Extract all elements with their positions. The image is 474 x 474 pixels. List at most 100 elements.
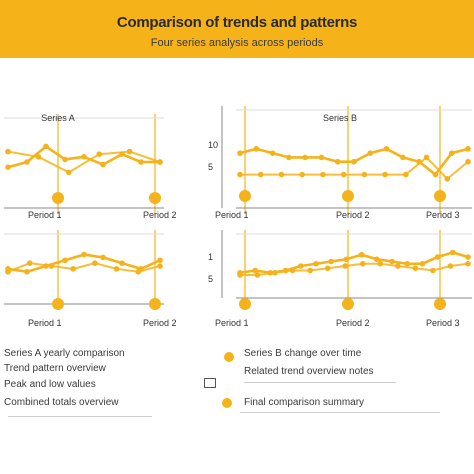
page-subtitle: Four series analysis across periods (150, 37, 324, 49)
period-marker (239, 298, 251, 310)
data-point (465, 254, 471, 260)
legend-square-icon (204, 378, 216, 388)
x-start-label: Period 1 (28, 318, 62, 328)
data-point (302, 154, 308, 161)
data-point (351, 158, 357, 165)
data-point (81, 251, 87, 258)
data-point (157, 263, 163, 269)
data-point (126, 148, 133, 155)
data-point (113, 266, 120, 272)
y-tick-label: 1 (208, 252, 213, 262)
data-point (465, 146, 471, 152)
data-point (252, 267, 258, 274)
data-point (465, 260, 471, 267)
series-line-2 (240, 262, 469, 276)
data-point (66, 169, 72, 176)
data-point (361, 171, 368, 178)
x-end2-label: Period 3 (426, 210, 460, 220)
legend-right-divider (244, 382, 396, 383)
data-point (374, 256, 380, 263)
data-point (253, 146, 260, 152)
data-point (100, 161, 106, 168)
data-point (135, 268, 142, 275)
data-point (26, 260, 33, 266)
data-point (299, 171, 305, 178)
data-point (382, 171, 388, 178)
data-point (35, 154, 42, 160)
data-point (5, 148, 11, 155)
period-marker (434, 190, 446, 202)
x-start-label: Period 1 (215, 210, 249, 220)
period-marker (52, 192, 64, 204)
period-marker (239, 190, 251, 202)
data-point (450, 249, 456, 256)
data-point (100, 254, 106, 261)
data-point (359, 260, 366, 267)
data-point (377, 260, 384, 267)
legend-left-row-2: Trend pattern overview (4, 363, 106, 374)
period-marker (149, 298, 161, 310)
series-line-2 (240, 156, 469, 180)
data-point (269, 150, 276, 156)
data-point (254, 272, 261, 278)
legend-left-row-3: Peak and low values (4, 379, 96, 390)
legend-left-row-4: Combined totals overview (4, 397, 119, 408)
data-point (383, 146, 390, 152)
data-point (448, 150, 455, 156)
data-point (328, 258, 334, 265)
data-point (237, 171, 243, 178)
data-point (307, 267, 313, 274)
legend-right: Series B change over time Related trend … (200, 342, 474, 422)
x-end-label: Period 2 (336, 318, 370, 328)
data-point (367, 150, 374, 156)
legend-right-row-2: Related trend overview notes (244, 366, 374, 377)
chart-title: Series A (41, 113, 75, 123)
legend-right-row-3: Final comparison summary (244, 397, 365, 408)
data-point (400, 154, 406, 161)
x-end-label: Period 2 (143, 318, 177, 328)
data-point (324, 265, 331, 272)
data-point (62, 257, 68, 264)
data-point (286, 154, 292, 161)
y-tick-label: 5 (208, 274, 213, 284)
data-point (48, 263, 55, 269)
data-point (430, 267, 436, 274)
data-point (313, 260, 319, 267)
data-point (5, 268, 11, 275)
chart-panel-bottom-right: 1 5 Period 1 Period 2 Period 3 (208, 230, 472, 328)
chart-panel-top-left: Series A Period 1 Period 2 (4, 113, 177, 220)
data-point (444, 176, 451, 182)
data-point (419, 260, 426, 267)
data-point (272, 269, 278, 276)
data-point (358, 251, 365, 258)
y-tick-label: 5 (208, 162, 213, 172)
data-point (81, 154, 87, 160)
legend-marker-dot-icon (224, 352, 234, 362)
legend-right-row-1: Series B change over time (244, 348, 362, 359)
data-point (395, 263, 401, 269)
data-point (298, 263, 304, 269)
data-point (5, 164, 11, 170)
period-marker (434, 298, 446, 310)
data-point (157, 257, 163, 264)
header-banner: Comparison of trends and patterns Four s… (0, 0, 474, 58)
data-point (423, 154, 430, 161)
data-point (340, 171, 347, 178)
legend-left: Series A yearly comparison Trend pattern… (0, 342, 200, 422)
data-point (92, 260, 98, 266)
data-point (447, 263, 454, 269)
data-point (289, 267, 296, 274)
data-point (119, 260, 125, 266)
data-point (404, 260, 410, 267)
chart-panel-bottom-left: Period 1 Period 2 (4, 230, 177, 328)
data-point (96, 151, 102, 157)
data-point (138, 159, 144, 165)
x-end2-label: Period 3 (426, 318, 460, 328)
data-point (278, 171, 285, 178)
x-start-label: Period 1 (28, 210, 62, 220)
x-end-label: Period 2 (336, 210, 370, 220)
data-point (237, 272, 243, 278)
period-marker (342, 190, 354, 202)
x-start-label: Period 1 (215, 318, 249, 328)
data-point (257, 171, 264, 178)
